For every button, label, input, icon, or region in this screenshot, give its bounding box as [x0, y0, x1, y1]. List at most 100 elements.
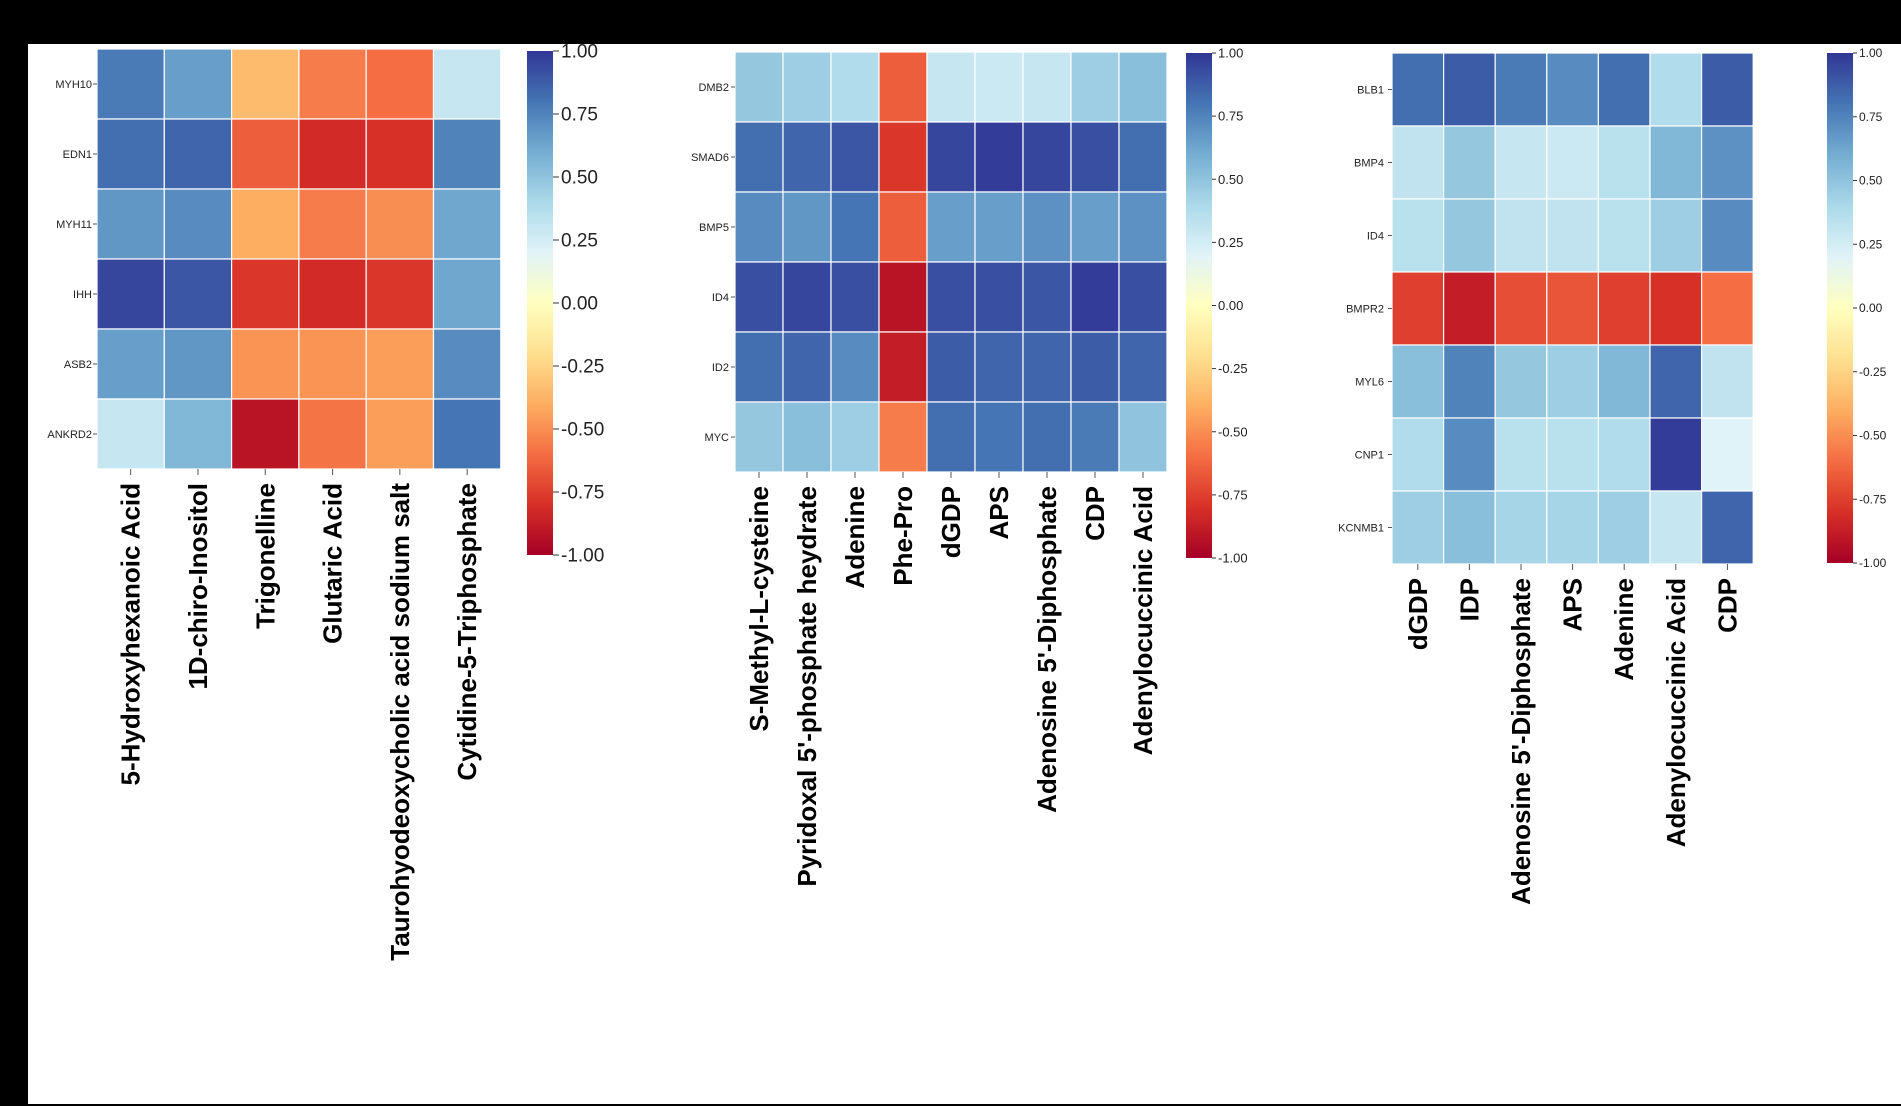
row-label: DMB2: [698, 82, 729, 94]
heatmap-cell: [1546, 271, 1600, 346]
colorbar-tick-label: 0.50: [1218, 172, 1243, 187]
heatmap-cell: [365, 328, 435, 400]
heatmap-cell: [1442, 198, 1496, 273]
heatmap-cell: [231, 188, 300, 260]
row-label: ID4: [712, 292, 729, 304]
heatmap-cell: [163, 258, 233, 330]
colorbar-tick-label: 0.75: [1859, 110, 1883, 124]
heatmap-cell: [926, 51, 976, 123]
heatmap-cell: [1649, 271, 1703, 346]
heatmap-cell: [1391, 490, 1445, 565]
heatmap-cell: [1070, 191, 1120, 263]
colorbar-tick-label: 0.75: [1218, 109, 1243, 124]
heatmap-cell: [298, 48, 367, 120]
heatmap-cell: [1546, 344, 1600, 419]
heatmap-cell: [163, 328, 233, 400]
heatmap-cell: [1391, 198, 1445, 273]
heatmap-cell: [163, 48, 233, 120]
heatmap-cell: [163, 118, 233, 190]
heatmap-cell: [1022, 51, 1072, 123]
heatmap-cell: [878, 121, 928, 193]
heatmap-cell: [1442, 344, 1496, 419]
row-label: ANKRD2: [47, 429, 92, 441]
heatmap-cell: [830, 121, 880, 193]
heatmap-cell: [231, 48, 300, 120]
colorbar-tick-label: -0.75: [1859, 492, 1887, 506]
heatmap-cell: [734, 261, 784, 333]
heatmap-cell: [1118, 261, 1168, 333]
heatmap-cell: [231, 258, 300, 330]
colorbar-tick-label: 0.50: [561, 168, 598, 189]
row-label: IHH: [73, 289, 92, 301]
column-label: CDP: [1080, 486, 1110, 541]
heatmap-cell: [231, 328, 300, 400]
row-label: MYH11: [56, 219, 92, 231]
heatmap-cell: [432, 118, 502, 190]
column-label: Adenine: [1609, 578, 1639, 681]
column-label: dGDP: [936, 486, 966, 558]
colorbar-tick-label: -0.75: [561, 483, 604, 504]
heatmap-cell: [298, 398, 367, 470]
heatmap-cell: [974, 261, 1024, 333]
heatmap-cell: [974, 191, 1024, 263]
colorbar: [1827, 53, 1853, 563]
heatmap-cell: [298, 258, 367, 330]
heatmap-cell: [1649, 125, 1703, 200]
heatmap-cell: [734, 121, 784, 193]
heatmap-cell: [1700, 271, 1754, 346]
column-label: 1D-chiro-Inositol: [183, 483, 213, 690]
heatmap-cell: [782, 401, 832, 473]
heatmap-cell: [365, 258, 435, 330]
heatmap-cell: [298, 328, 367, 400]
heatmap-cell: [231, 398, 300, 470]
heatmap-cell: [1494, 125, 1548, 200]
column-label: Glutaric Acid: [318, 483, 348, 644]
heatmap-cell: [1546, 198, 1600, 273]
heatmap-cell: [1118, 331, 1168, 403]
column-label: S-Methyl-L-cysteine: [744, 486, 774, 732]
colorbar-tick-label: -0.75: [1218, 487, 1248, 502]
column-label: Phe-Pro: [888, 486, 918, 586]
heatmap-cell: [1022, 331, 1072, 403]
heatmap-cell: [96, 188, 165, 260]
column-label: APS: [984, 486, 1014, 539]
heatmap-cell: [163, 398, 233, 470]
heatmap-cell: [432, 398, 502, 470]
heatmap-cell: [1597, 125, 1651, 200]
heatmap-cell: [1649, 490, 1703, 565]
heatmap-cell: [1118, 401, 1168, 473]
heatmap-cell: [782, 191, 832, 263]
row-label: EDN1: [63, 149, 92, 161]
colorbar-tick-label: 0.25: [561, 231, 598, 252]
heatmap-cell: [1700, 490, 1754, 565]
heatmap-cell: [1546, 52, 1600, 127]
row-label: BMP5: [699, 222, 729, 234]
heatmap-cell: [432, 48, 502, 120]
colorbar-tick-label: -1.00: [1218, 551, 1248, 566]
colorbar-tick-label: 0.00: [561, 294, 598, 315]
heatmap-cell: [1442, 490, 1496, 565]
heatmap-cell: [974, 51, 1024, 123]
heatmap-cell: [1494, 198, 1548, 273]
row-label: ASB2: [64, 359, 92, 371]
heatmap-cell: [830, 191, 880, 263]
heatmap-cell: [1118, 51, 1168, 123]
heatmap-cell: [1597, 490, 1651, 565]
colorbar-tick-label: 1.00: [561, 44, 598, 63]
heatmap-cell: [782, 51, 832, 123]
heatmap-cell: [365, 118, 435, 190]
heatmap-cell: [1597, 198, 1651, 273]
heatmap-cell: [1022, 191, 1072, 263]
heatmap-cell: [1546, 417, 1600, 492]
row-label: BLB1: [1357, 85, 1384, 97]
heatmap-cell: [878, 51, 928, 123]
colorbar: [527, 51, 553, 555]
heatmap-cell: [1442, 417, 1496, 492]
colorbar-tick-label: -0.25: [1218, 361, 1248, 376]
heatmap-cell: [1700, 344, 1754, 419]
heatmap-cell: [96, 48, 165, 120]
heatmap-cell: [1700, 125, 1754, 200]
heatmap-cell: [432, 258, 502, 330]
heatmap-cell: [1546, 125, 1600, 200]
column-label: Adenylocuccinic Acid: [1661, 578, 1691, 847]
